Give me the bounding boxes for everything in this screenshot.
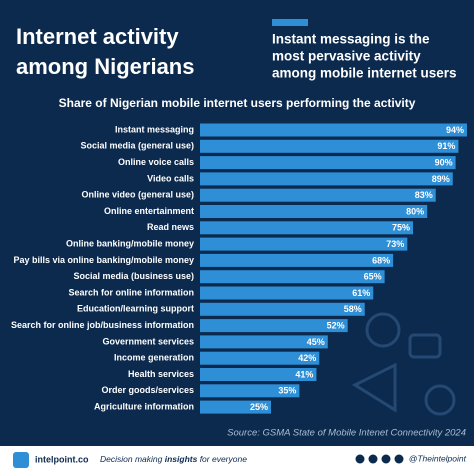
social-icons — [355, 454, 404, 464]
bar — [200, 384, 300, 398]
value-label: 65% — [364, 272, 382, 282]
value-label: 45% — [307, 337, 325, 347]
bar — [200, 253, 394, 267]
bar — [200, 351, 320, 365]
subtitle: Share of Nigerian mobile internet users … — [59, 96, 416, 110]
value-label: 25% — [250, 402, 268, 412]
bar — [200, 319, 348, 333]
category-label: Income generation — [114, 353, 194, 363]
headline-line: among mobile internet users — [272, 66, 457, 81]
category-label: Online voice calls — [118, 157, 194, 167]
value-label: 94% — [446, 125, 464, 135]
value-label: 73% — [386, 239, 404, 249]
value-label: 83% — [415, 190, 433, 200]
category-label: Search for online job/business informati… — [11, 320, 194, 330]
category-label: Read news — [147, 222, 194, 232]
category-label: Video calls — [147, 173, 194, 183]
bar — [200, 123, 467, 137]
category-label: Order goods/services — [101, 385, 194, 395]
headline-line: Instant messaging is the — [272, 32, 430, 47]
logo — [13, 452, 29, 468]
bar — [200, 335, 328, 349]
bar — [200, 302, 365, 316]
value-label: 35% — [278, 386, 296, 396]
value-label: 75% — [392, 223, 410, 233]
value-label: 90% — [435, 157, 453, 167]
bar — [200, 172, 453, 186]
bar — [200, 188, 436, 202]
value-label: 68% — [372, 255, 390, 265]
category-label: Agriculture information — [94, 401, 194, 411]
category-label: Online entertainment — [104, 206, 194, 216]
bar — [200, 270, 385, 284]
title-line: among Nigerians — [16, 54, 194, 79]
value-label: 58% — [344, 304, 362, 314]
footer-tagline: Decision making insights for everyone — [100, 454, 247, 464]
category-label: Social media (general use) — [80, 141, 194, 151]
bar — [200, 368, 317, 381]
bar — [200, 237, 408, 251]
footer-brand: intelpoint.co — [35, 454, 89, 464]
tagline-part: insights — [165, 454, 198, 464]
category-label: Social media (business use) — [73, 271, 194, 281]
value-label: 52% — [327, 320, 345, 330]
value-label: 41% — [295, 369, 313, 379]
category-label: Instant messaging — [115, 124, 194, 134]
category-label: Pay bills via online banking/mobile mone… — [13, 255, 194, 265]
category-label: Online video (general use) — [81, 190, 194, 200]
decor-icons — [351, 312, 456, 416]
value-label: 80% — [406, 206, 424, 216]
bar — [200, 400, 271, 414]
bar — [200, 139, 459, 153]
category-label: Education/learning support — [77, 304, 194, 314]
value-label: 89% — [432, 174, 450, 184]
source: Source: GSMA State of Mobile Intenet Con… — [227, 428, 466, 439]
category-label: Online banking/mobile money — [66, 238, 194, 248]
bar — [200, 156, 456, 170]
footer-handle: @Theintelpoint — [409, 453, 467, 463]
value-label: 91% — [437, 141, 455, 151]
accent-bar — [272, 19, 308, 26]
tagline-part: for everyone — [197, 454, 247, 464]
headline-line: most pervasive activity — [272, 49, 421, 64]
tagline-part: Decision making — [100, 454, 165, 464]
value-label: 61% — [352, 288, 370, 298]
category-label: Health services — [128, 369, 194, 379]
category-label: Government services — [102, 336, 194, 346]
value-label: 42% — [298, 353, 316, 363]
bar — [200, 205, 428, 218]
bar — [200, 286, 374, 300]
bar — [200, 221, 413, 235]
category-label: Search for online information — [68, 287, 194, 297]
title-line: Internet activity — [16, 24, 179, 49]
